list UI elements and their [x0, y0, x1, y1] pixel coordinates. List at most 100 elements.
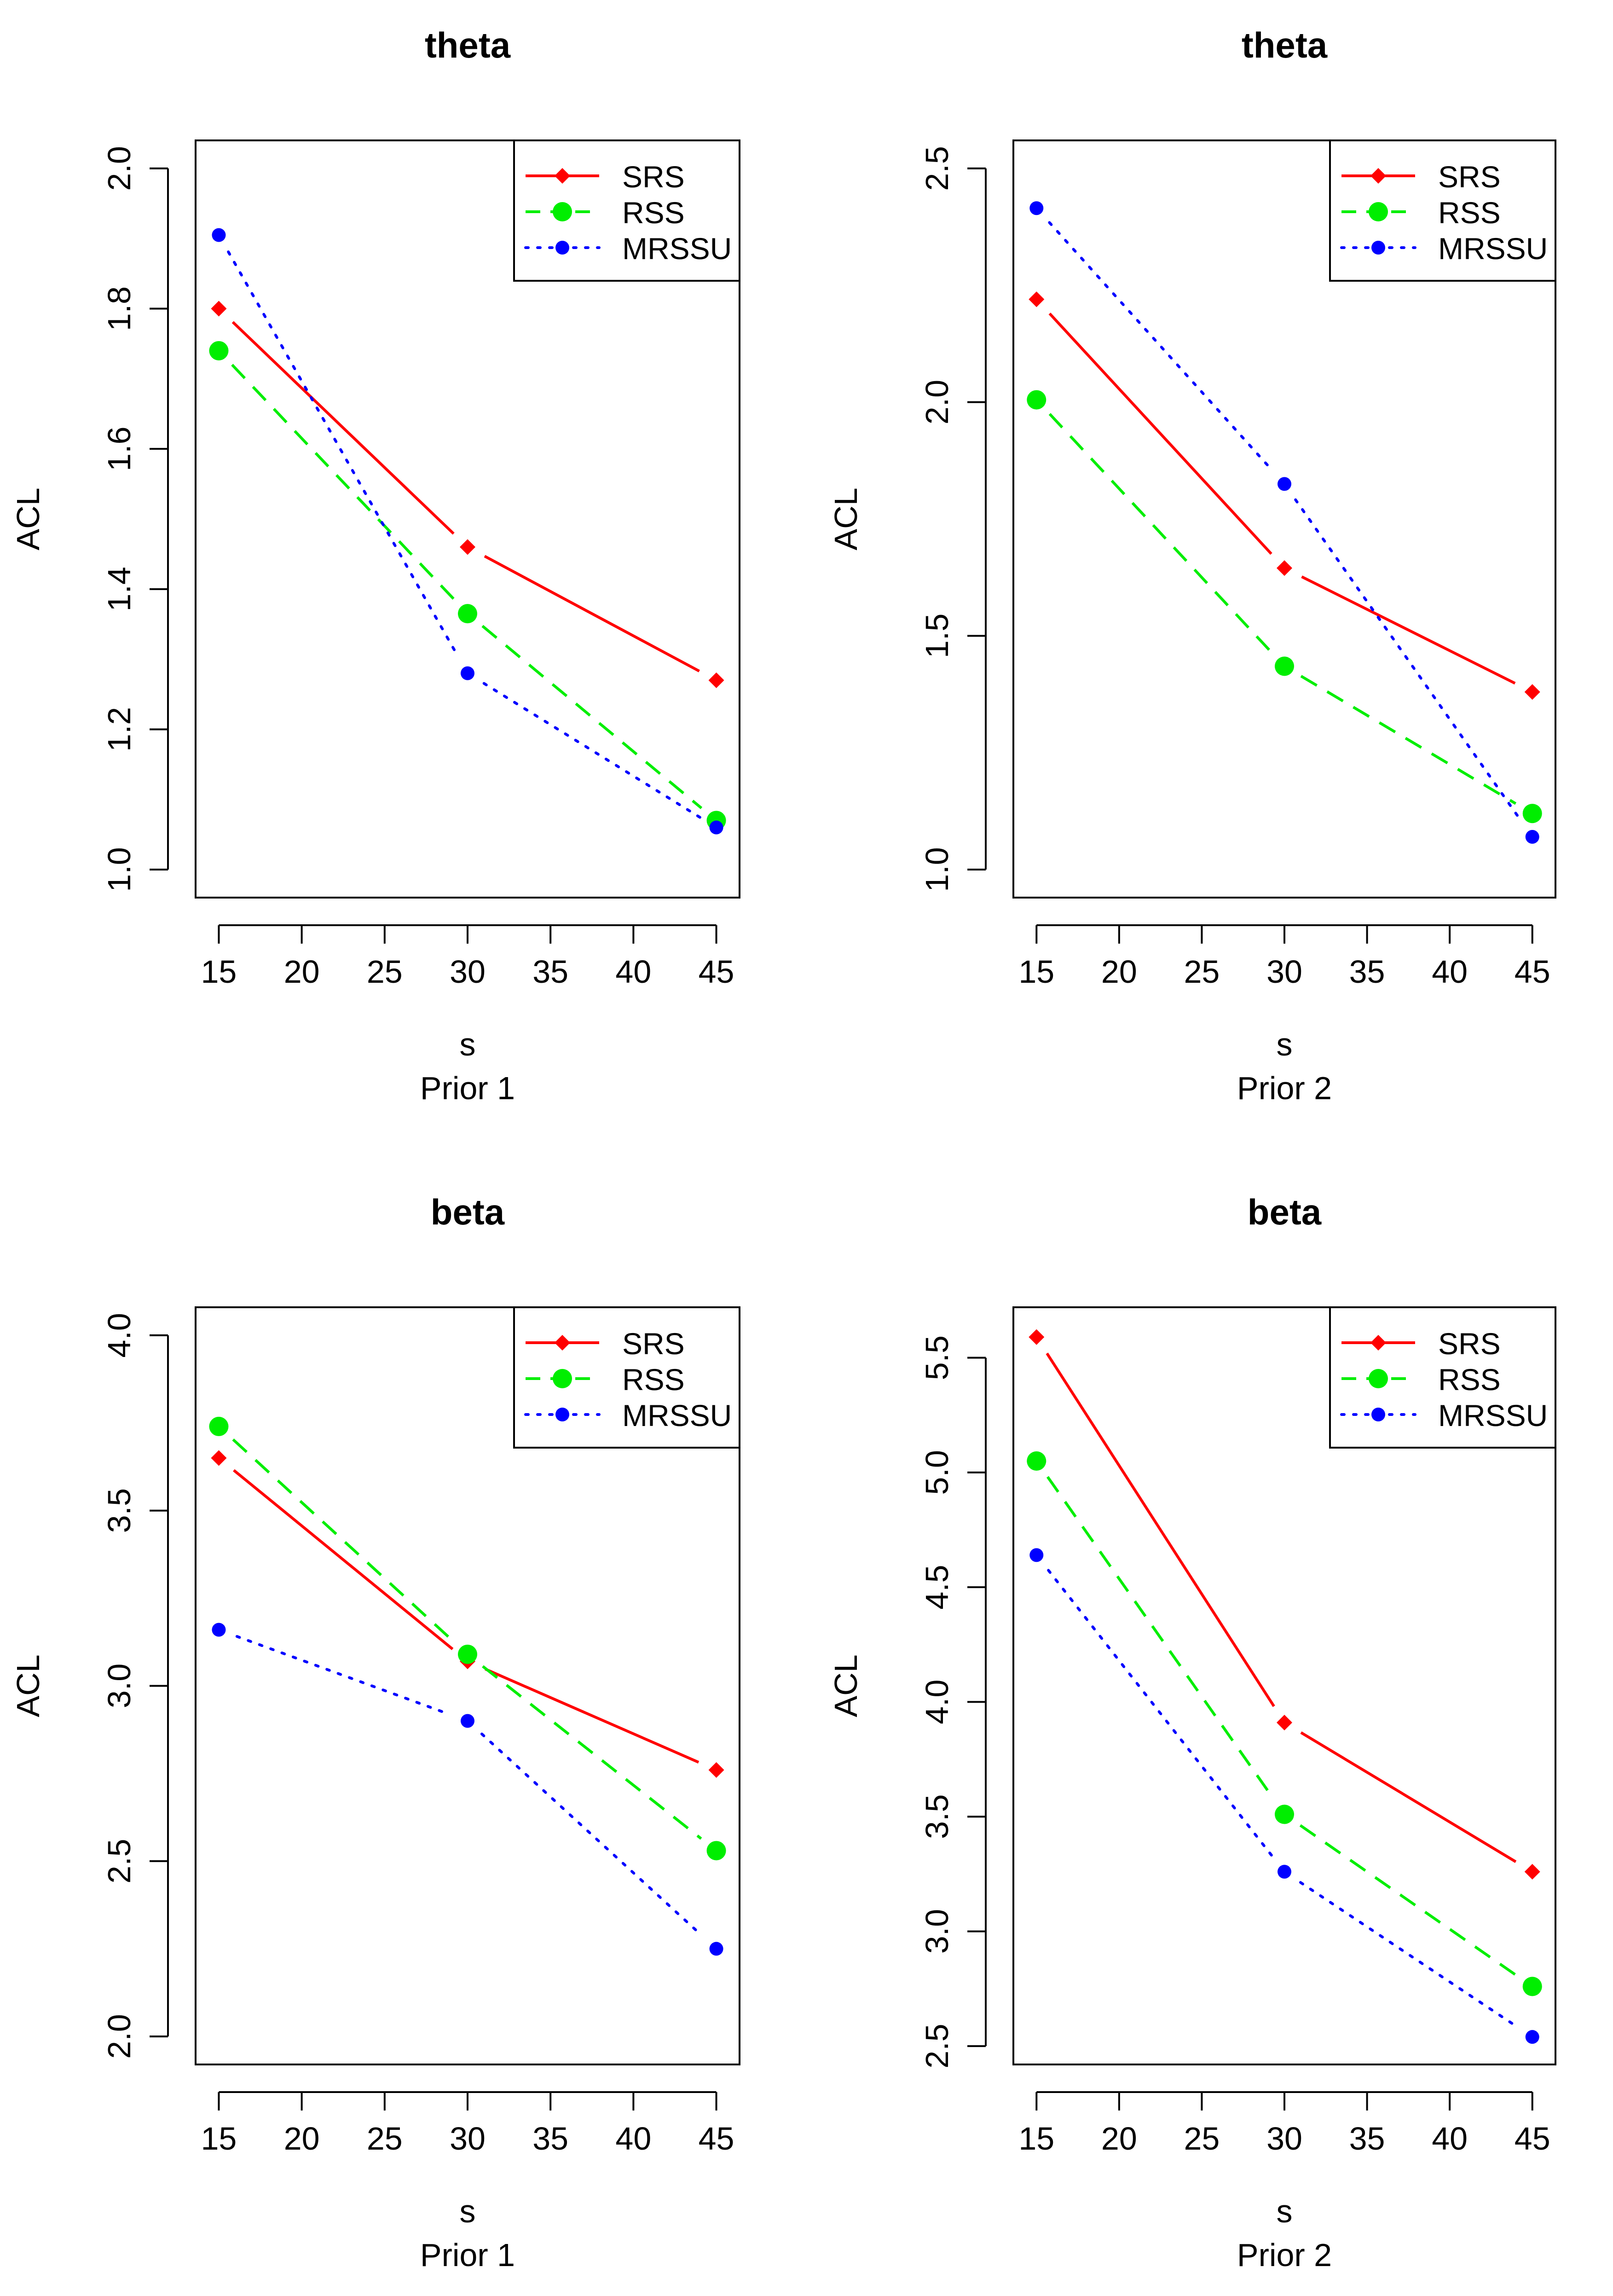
y-tick-label: 3.0 — [101, 1664, 137, 1708]
x-tick-label: 15 — [201, 954, 237, 990]
y-axis: 1.0 1.2 1.4 1.6 1.8 2.0 — [101, 146, 169, 892]
series-rss — [209, 341, 726, 830]
data-point — [1027, 1451, 1046, 1471]
data-point — [1525, 2030, 1539, 2044]
series-line-segment — [1047, 1569, 1274, 1858]
chart-title: beta — [431, 1192, 505, 1232]
y-tick-label: 4.0 — [919, 1680, 955, 1724]
data-point — [461, 1714, 474, 1728]
data-point — [211, 1450, 227, 1466]
plot-frame — [1012, 1306, 1556, 2065]
data-point — [1029, 1548, 1044, 1562]
series-line-segment — [1046, 1352, 1275, 1707]
legend-label: RSS — [622, 196, 685, 230]
series-srs — [211, 301, 724, 688]
data-point — [1277, 1715, 1292, 1731]
chart-title: beta — [1248, 1192, 1322, 1232]
plot-frame — [195, 1306, 740, 2065]
x-tick-label: 20 — [1101, 954, 1137, 990]
y-tick-label: 1.6 — [101, 427, 137, 471]
data-point — [212, 1623, 226, 1637]
series-line-segment — [1300, 1731, 1517, 1863]
chart-subtitle: Prior 1 — [420, 2237, 515, 2273]
series-line-segment — [231, 364, 456, 601]
y-tick-label: 3.0 — [919, 1909, 955, 1954]
series-line-segment — [480, 1733, 704, 1937]
chart-panel-4: beta 15 20 25 30 35 40 45 2.5 3.0 3.5 4.0 4.5 5.0 5.5 s… — [828, 1192, 1556, 2273]
x-tick-label: 20 — [284, 954, 320, 990]
series-line-segment — [482, 1665, 702, 1840]
x-tick-label: 40 — [615, 2121, 651, 2157]
legend-label: MRSSU — [1438, 232, 1548, 266]
legend-label: SRS — [622, 1327, 685, 1361]
y-tick-label: 1.0 — [101, 847, 137, 892]
y-tick-label: 2.0 — [101, 146, 137, 191]
y-tick-label: 1.8 — [101, 286, 137, 331]
x-tick-label: 15 — [1018, 2121, 1054, 2157]
legend-marker — [553, 202, 572, 221]
y-tick-label: 1.4 — [101, 567, 137, 611]
data-point — [1278, 477, 1291, 491]
legend-label: MRSSU — [622, 1398, 732, 1432]
data-point — [1525, 829, 1539, 844]
y-tick-label: 2.5 — [919, 2023, 955, 2068]
x-tick-label: 45 — [1515, 954, 1550, 990]
data-point — [1277, 560, 1292, 576]
series-line-segment — [1048, 313, 1272, 555]
legend-marker — [1369, 202, 1388, 221]
data-point — [709, 1942, 723, 1956]
series-srs — [1029, 1329, 1540, 1880]
legend-marker — [555, 1335, 570, 1351]
chart-panel-1: theta 15 20 25 30 35 40 45 1.0 1.2 1.4 1.6 1.8 2.0 s Pr… — [10, 25, 740, 1106]
x-tick-label: 45 — [1515, 2121, 1550, 2157]
data-point — [708, 672, 724, 688]
data-point — [211, 301, 227, 317]
y-axis-label: ACL — [10, 487, 46, 550]
y-axis-label: ACL — [828, 487, 864, 550]
data-point — [458, 604, 477, 624]
x-tick-label: 15 — [1018, 954, 1054, 990]
data-point — [1275, 1804, 1294, 1824]
series-line-segment — [1046, 1476, 1275, 1799]
x-axis-label: s — [460, 2193, 476, 2229]
series-line-segment — [1299, 1824, 1517, 1977]
x-tick-label: 35 — [532, 954, 568, 990]
series-line-segment — [235, 1635, 451, 1716]
x-tick-label: 30 — [1266, 954, 1302, 990]
data-point — [209, 341, 229, 360]
series-line-segment — [233, 1469, 454, 1650]
x-tick-label: 20 — [1101, 2121, 1137, 2157]
series-line-segment — [1300, 675, 1517, 805]
y-axis: 2.5 3.0 3.5 4.0 4.5 5.0 5.5 — [919, 1335, 987, 2069]
series-rss — [1027, 1451, 1542, 1996]
data-point — [1522, 804, 1542, 823]
legend-marker — [1370, 168, 1386, 184]
series-rss — [209, 1416, 726, 1861]
y-axis-label: ACL — [828, 1654, 864, 1717]
x-axis: 15 20 25 30 35 40 45 — [201, 924, 734, 990]
y-tick-label: 5.0 — [919, 1450, 955, 1495]
data-point — [1278, 1865, 1291, 1879]
data-point — [209, 1416, 229, 1436]
series-line-segment — [1301, 575, 1516, 685]
x-tick-label: 30 — [450, 2121, 486, 2157]
x-tick-label: 20 — [284, 2121, 320, 2157]
legend-marker — [555, 1408, 569, 1421]
y-tick-label: 2.0 — [101, 2014, 137, 2058]
data-point — [1524, 1864, 1540, 1880]
data-point — [709, 820, 723, 835]
data-point — [460, 539, 475, 555]
legend-marker — [1370, 1335, 1386, 1351]
data-point — [1524, 684, 1540, 700]
x-tick-label: 35 — [1349, 954, 1385, 990]
y-axis: 2.0 2.5 3.0 3.5 4.0 — [101, 1313, 169, 2059]
series-line-segment — [485, 1668, 700, 1764]
data-point — [1275, 656, 1294, 676]
series-mrssu — [212, 228, 723, 835]
data-point — [1029, 1329, 1045, 1345]
data-point — [1522, 1977, 1542, 1996]
data-point — [1029, 291, 1045, 307]
